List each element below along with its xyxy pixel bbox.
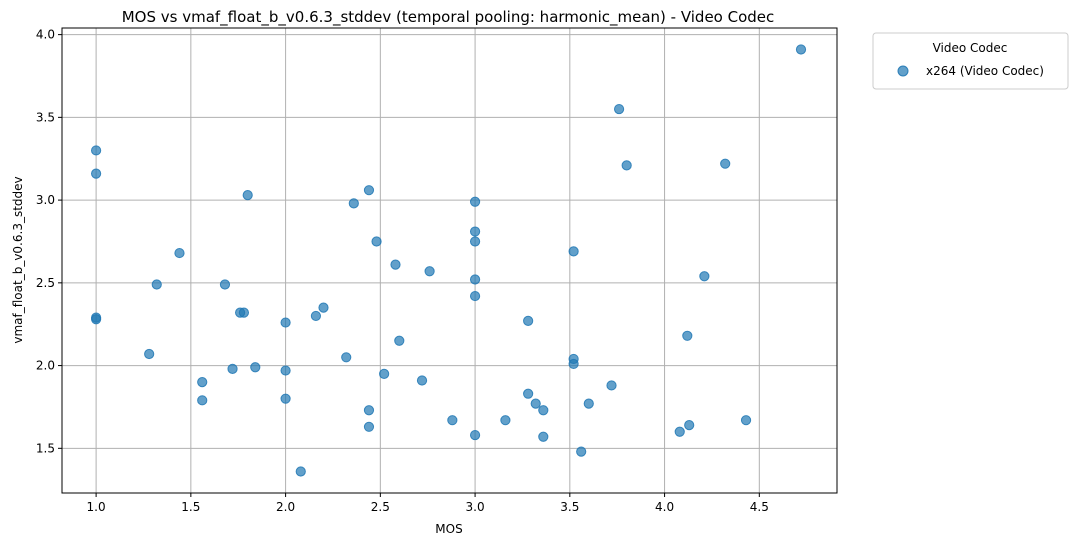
y-axis: 1.5 2.0 2.5 3.0 3.5 4.0 <box>36 28 62 455</box>
data-point <box>606 380 617 391</box>
data-point <box>740 415 752 426</box>
y-tick-label: 3.0 <box>36 193 55 207</box>
y-tick-label: 4.0 <box>36 28 55 42</box>
data-point <box>447 415 458 426</box>
data-point <box>371 236 382 247</box>
chart-title: MOS vs vmaf_float_b_v0.6.3_stddev (tempo… <box>122 8 775 27</box>
legend-entry-label: x264 (Video Codec) <box>926 64 1044 78</box>
data-point <box>341 352 352 363</box>
data-point <box>363 405 375 416</box>
data-point <box>682 330 693 341</box>
data-point <box>238 307 250 318</box>
data-point <box>416 375 428 386</box>
data-point <box>500 415 511 426</box>
data-point <box>538 431 549 442</box>
plot-frame <box>61 27 838 494</box>
y-tick-label: 1.5 <box>36 441 55 455</box>
data-point <box>469 290 481 302</box>
x-tick-label: 3.5 <box>560 500 579 514</box>
x-tick-label: 1.0 <box>87 500 106 514</box>
data-point <box>295 466 306 477</box>
data-point <box>91 314 102 325</box>
data-point <box>227 363 238 374</box>
data-point <box>523 315 534 327</box>
data-point <box>469 236 481 247</box>
y-axis-label: vmaf_float_b_v0.6.3_stddev <box>11 176 25 343</box>
data-point <box>613 103 625 115</box>
data-point <box>250 362 261 373</box>
data-point <box>242 190 253 201</box>
data-point <box>348 198 359 209</box>
legend-marker <box>897 65 909 77</box>
data-point <box>684 420 695 431</box>
data-points <box>91 44 807 477</box>
data-point <box>280 365 291 376</box>
data-point <box>219 279 231 290</box>
data-point <box>144 348 155 360</box>
data-point <box>394 335 405 346</box>
data-point <box>280 317 291 328</box>
legend-title: Video Codec <box>933 41 1008 55</box>
x-tick-label: 4.0 <box>655 500 674 514</box>
data-point <box>424 266 435 277</box>
data-point <box>795 44 807 55</box>
data-point <box>699 271 710 282</box>
legend-box <box>872 32 1069 90</box>
grid-lines <box>62 28 837 493</box>
data-point <box>363 185 375 196</box>
data-point <box>91 168 102 179</box>
legend[interactable]: Video Codec x264 (Video Codec) <box>872 32 1069 90</box>
data-point <box>310 310 322 322</box>
x-tick-label: 1.5 <box>181 500 200 514</box>
x-tick-label: 2.0 <box>276 500 295 514</box>
data-point <box>469 196 481 207</box>
data-point <box>720 158 731 169</box>
x-tick-label: 2.5 <box>371 500 390 514</box>
data-point <box>523 388 534 399</box>
data-point <box>151 279 162 290</box>
x-axis: 1.0 1.5 2.0 2.5 3.0 3.5 4.0 4.5 <box>87 493 769 514</box>
y-tick-label: 2.0 <box>36 359 55 373</box>
data-point <box>568 246 579 257</box>
data-point <box>568 358 579 370</box>
data-point <box>469 226 481 237</box>
data-point <box>390 259 401 270</box>
data-point <box>363 421 375 432</box>
data-point <box>469 429 481 441</box>
x-axis-label: MOS <box>435 522 462 536</box>
data-point <box>197 395 208 406</box>
data-point <box>469 274 481 285</box>
data-point <box>583 398 594 409</box>
data-point <box>91 145 102 156</box>
y-tick-label: 2.5 <box>36 276 55 290</box>
data-point <box>318 302 329 313</box>
x-tick-label: 3.0 <box>466 500 485 514</box>
data-point <box>197 377 208 388</box>
data-point <box>621 160 632 171</box>
data-point <box>174 247 185 259</box>
data-point <box>379 368 390 379</box>
data-point <box>538 405 549 416</box>
x-tick-label: 4.5 <box>750 500 769 514</box>
data-point <box>280 393 291 404</box>
data-point <box>576 446 587 457</box>
data-point <box>674 426 685 437</box>
y-tick-label: 3.5 <box>36 110 55 124</box>
data-point <box>530 398 541 409</box>
